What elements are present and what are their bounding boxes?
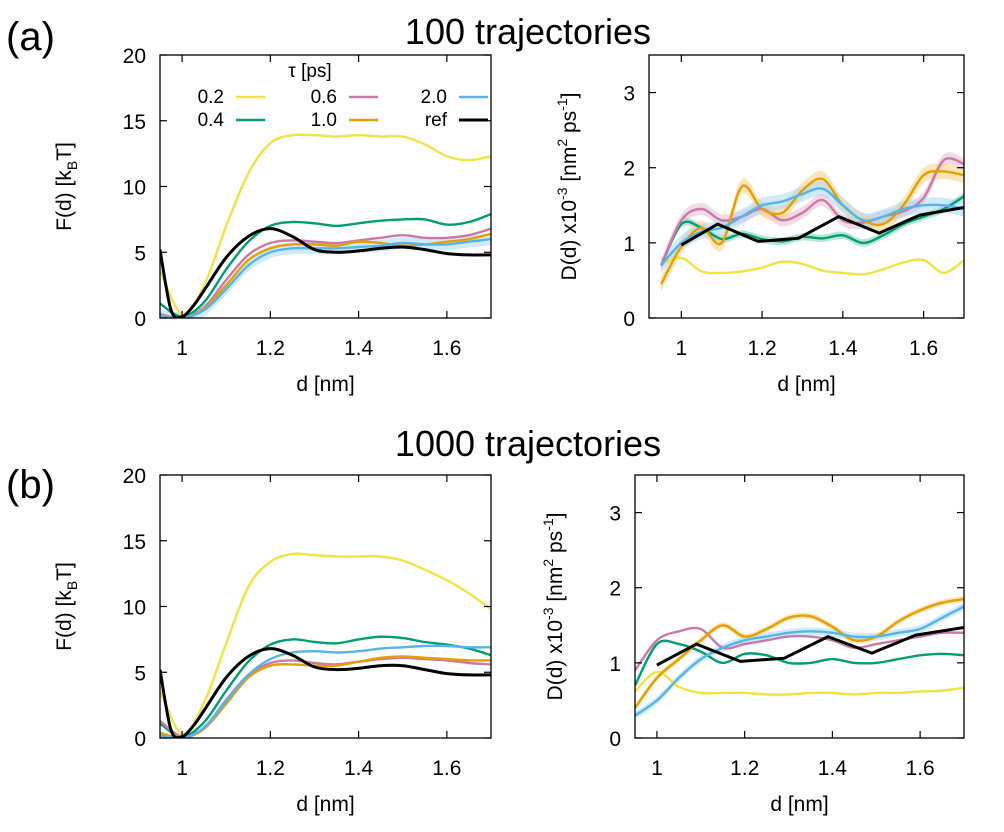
plot-area xyxy=(160,133,491,318)
y-axis-label: F(d) [kBT] xyxy=(53,562,80,651)
series-line-t20 xyxy=(635,605,964,717)
plot-area xyxy=(160,552,491,738)
y-tick-label: 3 xyxy=(609,503,621,526)
legend-label: 0.6 xyxy=(311,87,337,108)
x-tick-label: 1 xyxy=(651,757,663,780)
series-line-t20 xyxy=(160,644,491,738)
y-tick-label: 0 xyxy=(134,728,146,751)
chart-b-free-energy: 1 1.2 1.4 1.6 0 5 10 15 20 d [nm] F(d) [kBT] xyxy=(53,465,492,816)
y-tick-label: 1 xyxy=(623,233,635,256)
title-100-trajectories: 100 trajectories xyxy=(405,11,651,52)
x-tick-label: 1.6 xyxy=(909,337,938,360)
series-line-t04 xyxy=(635,639,964,686)
y-tick-label: 15 xyxy=(123,531,146,554)
legend-title: τ [ps] xyxy=(288,61,331,82)
x-tick-label: 1.4 xyxy=(818,757,848,780)
x-tick-label: 1 xyxy=(176,337,188,360)
y-tick-label: 20 xyxy=(123,465,146,488)
x-tick-label: 1.6 xyxy=(432,337,461,360)
legend-label: ref xyxy=(425,110,448,131)
chart-a-free-energy: 1 1.2 1.4 1.6 0 5 10 15 20 d [nm] F(d) [kBT] xyxy=(53,45,492,396)
series-line-t20 xyxy=(660,187,964,267)
x-tick-label: 1.4 xyxy=(344,757,374,780)
y-tick-label: 0 xyxy=(623,308,635,331)
y-tick-label: 0 xyxy=(134,308,146,331)
series-line-t04 xyxy=(160,635,491,738)
x-tick-label: 1.2 xyxy=(256,337,285,360)
legend-item-ref: ref xyxy=(425,110,488,131)
series-line-t02 xyxy=(160,552,491,736)
legend-item-t06: 0.6 xyxy=(311,87,378,108)
chart-b-diffusion: 1 1.2 1.4 1.6 0 1 2 3 d [nm] D(d) x10-3 [nm2 ps-1… xyxy=(540,474,965,816)
series-line-t04 xyxy=(660,195,964,266)
series-line-t10 xyxy=(160,655,491,738)
series-line-t10 xyxy=(635,597,964,709)
plot-frame xyxy=(159,474,492,739)
band-t20 xyxy=(635,602,964,720)
x-axis-label: d [nm] xyxy=(296,373,354,396)
series-line-t06 xyxy=(160,227,491,318)
band-t10 xyxy=(635,596,964,711)
plot-area xyxy=(635,596,964,720)
y-tick-label: 10 xyxy=(123,177,146,200)
x-axis-label: d [nm] xyxy=(777,373,835,396)
panel-label-b: (b) xyxy=(6,463,55,507)
series-line-ref xyxy=(160,647,491,738)
y-axis-label: F(d) [kBT] xyxy=(53,142,80,231)
plot-frame xyxy=(634,474,965,739)
series-line-t02 xyxy=(660,256,964,276)
legend-item-t20: 2.0 xyxy=(421,87,488,108)
chart-a-diffusion: 1 1.2 1.4 1.6 0 1 2 3 d [nm] D(d) x10-3 [nm2 ps-1… xyxy=(554,54,965,396)
y-tick-label: 2 xyxy=(609,578,621,601)
series-line-t04 xyxy=(160,212,491,318)
x-tick-label: 1.2 xyxy=(747,337,776,360)
x-tick-label: 1 xyxy=(675,337,687,360)
y-tick-label: 5 xyxy=(134,242,146,265)
legend-label: 0.4 xyxy=(198,110,225,131)
legend-label: 1.0 xyxy=(311,110,337,131)
x-tick-label: 1 xyxy=(176,757,188,780)
y-tick-label: 1 xyxy=(609,653,621,676)
legend-label: 2.0 xyxy=(421,87,447,108)
series-line-t02 xyxy=(160,133,491,316)
plot-frame xyxy=(648,54,965,319)
series-line-ref xyxy=(680,206,964,247)
series-line-t10 xyxy=(160,232,491,318)
x-tick-label: 1.6 xyxy=(432,757,461,780)
y-tick-label: 5 xyxy=(134,662,146,685)
x-tick-label: 1.2 xyxy=(256,757,285,780)
series-line-ref xyxy=(656,626,964,667)
y-tick-label: 2 xyxy=(623,158,635,181)
y-tick-label: 3 xyxy=(623,83,635,106)
legend-item-t02: 0.2 xyxy=(198,87,265,108)
series-line-ref xyxy=(160,227,491,318)
y-tick-label: 0 xyxy=(609,728,621,751)
panel-label-a: (a) xyxy=(6,15,55,59)
legend-item-t10: 1.0 xyxy=(311,110,378,131)
series-line-t10 xyxy=(660,169,964,285)
y-tick-label: 15 xyxy=(123,111,146,134)
legend-item-t04: 0.4 xyxy=(198,110,265,131)
series-line-t02 xyxy=(635,670,964,696)
x-tick-label: 1.4 xyxy=(344,337,374,360)
x-tick-label: 1.4 xyxy=(828,337,858,360)
x-tick-label: 1.6 xyxy=(906,757,935,780)
x-tick-label: 1.2 xyxy=(730,757,759,780)
y-axis-label: D(d) x10-3 [nm2 ps-1] xyxy=(554,93,581,281)
y-axis-label: D(d) x10-3 [nm2 ps-1] xyxy=(540,513,567,701)
title-1000-trajectories: 1000 trajectories xyxy=(395,423,661,464)
series-line-t20 xyxy=(160,237,491,318)
y-tick-label: 20 xyxy=(123,45,146,68)
band-t20 xyxy=(160,233,491,318)
x-axis-label: d [nm] xyxy=(770,793,828,816)
y-tick-label: 10 xyxy=(123,597,146,620)
plot-area xyxy=(660,152,964,292)
x-axis-label: d [nm] xyxy=(296,793,354,816)
legend-label: 0.2 xyxy=(198,87,224,108)
